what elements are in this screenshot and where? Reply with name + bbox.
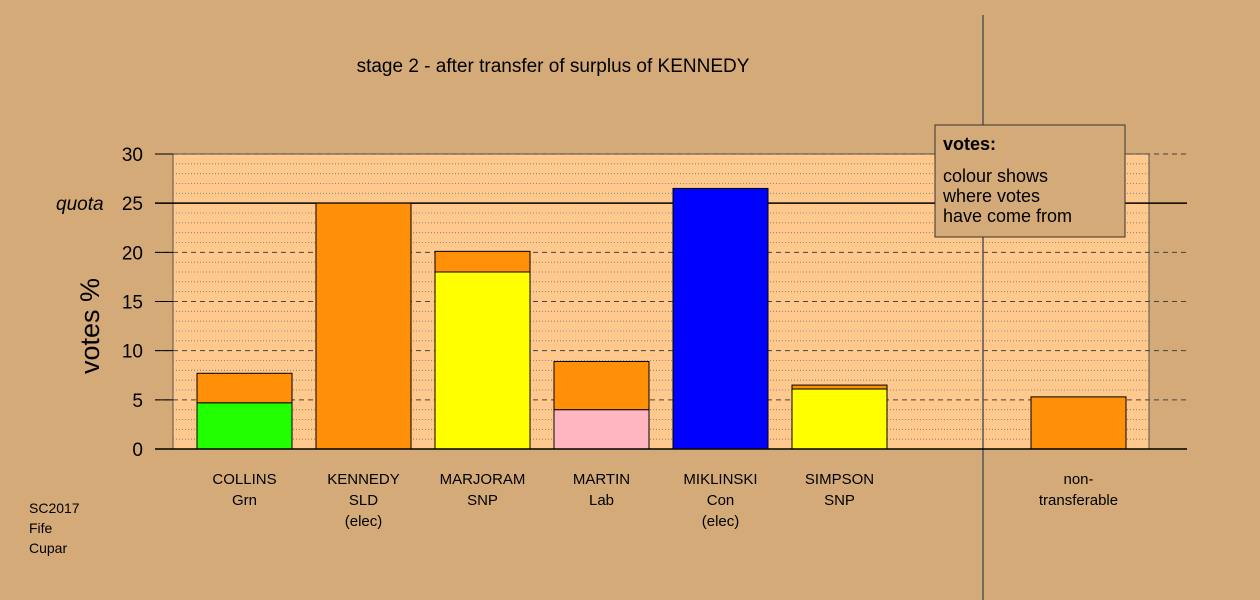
bar-segment (196, 372, 293, 404)
x-tick-label: SIMPSON (805, 471, 874, 488)
bar-segment (791, 384, 888, 390)
legend-line: where votes (942, 186, 1040, 206)
x-tick-label: KENNEDY (327, 471, 400, 488)
x-tick-label: MARTIN (573, 471, 630, 488)
x-tick-label: (elec) (702, 513, 740, 530)
bar-segment (553, 409, 650, 450)
y-tick-label: 25 (122, 194, 143, 215)
footer-line: SC2017 (29, 500, 80, 516)
legend-line: have come from (943, 206, 1072, 226)
bar-segment (672, 187, 769, 450)
legend-line: colour shows (943, 166, 1048, 186)
bar-segment (553, 360, 650, 411)
legend-box: votes: colour shows where votes have com… (934, 124, 1126, 238)
x-tick-label: SNP (467, 492, 498, 509)
y-tick-label: 10 (122, 342, 143, 363)
x-tick-label: SNP (824, 492, 855, 509)
y-tick-label: 0 (132, 440, 143, 461)
x-tick-label: Con (707, 492, 735, 509)
bar-segment (315, 202, 412, 450)
y-tick-label: 15 (122, 293, 143, 314)
footer-line: Fife (29, 520, 53, 536)
legend-title: votes: (943, 134, 996, 154)
footer-caption: SC2017 Fife Cupar (29, 500, 80, 556)
x-tick-label: Grn (232, 492, 257, 509)
x-tick-label: MARJORAM (440, 471, 526, 488)
x-tick-label: COLLINS (212, 471, 276, 488)
x-tick-label: MIKLINSKI (683, 471, 757, 488)
chart-title: stage 2 - after transfer of surplus of K… (357, 56, 750, 77)
x-tick-label: non- (1063, 471, 1093, 488)
y-tick-label: 20 (122, 243, 143, 264)
quota-label: quota (56, 194, 104, 215)
bar-segment (196, 402, 293, 450)
x-tick-label: SLD (349, 492, 378, 509)
x-tick-label: (elec) (345, 513, 383, 530)
y-tick-label: 5 (132, 391, 143, 412)
footer-line: Cupar (29, 540, 67, 556)
non-transferable-bar-segment (1030, 396, 1127, 450)
bar-segment (434, 250, 531, 273)
x-tick-label: transferable (1039, 492, 1118, 509)
y-tick-label: 30 (122, 145, 143, 166)
bar-segment (791, 388, 888, 450)
x-tick-label: Lab (589, 492, 614, 509)
y-axis-label: votes % (75, 278, 105, 374)
bar-segment (434, 271, 531, 450)
